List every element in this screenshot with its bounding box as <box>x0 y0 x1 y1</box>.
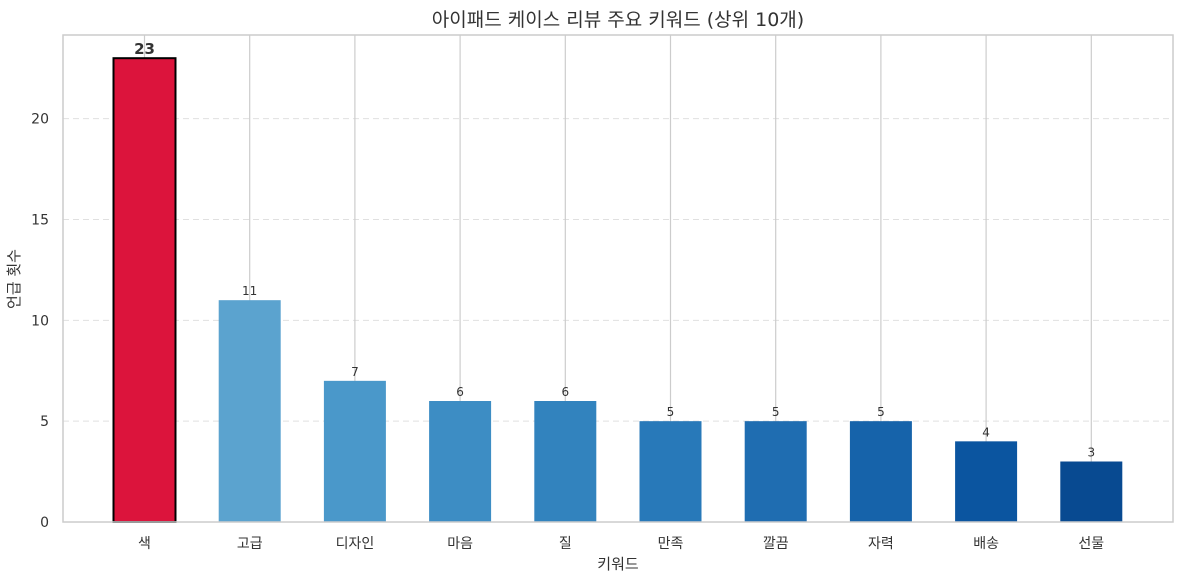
bar-8 <box>849 421 912 522</box>
bar-5 <box>534 401 597 522</box>
y-tick-label: 10 <box>31 313 49 329</box>
bar-7 <box>744 421 807 522</box>
bar-10 <box>1060 461 1123 522</box>
bar-9 <box>955 441 1018 522</box>
value-label: 3 <box>1087 446 1095 460</box>
value-label: 5 <box>877 405 885 419</box>
value-label: 5 <box>667 405 675 419</box>
y-tick-label: 0 <box>40 515 49 531</box>
bar-2 <box>218 300 281 522</box>
x-tick-label: 배송 <box>973 536 999 552</box>
x-tick-label: 질 <box>559 536 572 552</box>
value-label: 7 <box>351 365 359 379</box>
x-tick-label: 선물 <box>1078 536 1104 552</box>
gridlines <box>63 35 1173 522</box>
x-tick-label: 마음 <box>447 536 473 552</box>
y-tick-label: 15 <box>31 213 49 229</box>
x-tick-label: 색 <box>138 536 151 552</box>
x-tick-label: 고급 <box>237 536 263 552</box>
value-label: 6 <box>456 385 464 399</box>
value-label: 4 <box>982 425 990 439</box>
x-tick-label: 디자인 <box>336 536 375 552</box>
plot-frame <box>62 34 1174 523</box>
x-tick-label: 깔끔 <box>763 536 789 552</box>
x-axis-label: 키워드 <box>597 555 639 573</box>
bar-1 <box>112 57 177 523</box>
y-tick-label: 20 <box>31 112 49 128</box>
x-tick-label: 만족 <box>658 536 684 552</box>
y-axis-label: 언급 횟수 <box>5 249 23 309</box>
value-label: 5 <box>772 405 780 419</box>
bar-6 <box>639 421 702 522</box>
bars <box>112 57 1123 523</box>
x-tick-label: 자력 <box>868 536 894 552</box>
tick-labels: 0 5 10 15 20 색 고급 디자인 마음 질 만족 깔끔 자력 배송 선물 <box>31 112 1104 552</box>
chart-title: 아이패드 케이스 리뷰 주요 키워드 (상위 10개) <box>432 9 804 31</box>
bar-3 <box>323 380 386 522</box>
value-label: 6 <box>561 385 569 399</box>
y-tick-label: 5 <box>40 414 49 430</box>
value-labels: 23 11 7 6 6 5 5 5 4 3 <box>134 40 1095 459</box>
bar-4 <box>429 401 492 522</box>
value-label: 11 <box>242 284 257 298</box>
value-label: 23 <box>134 40 155 58</box>
